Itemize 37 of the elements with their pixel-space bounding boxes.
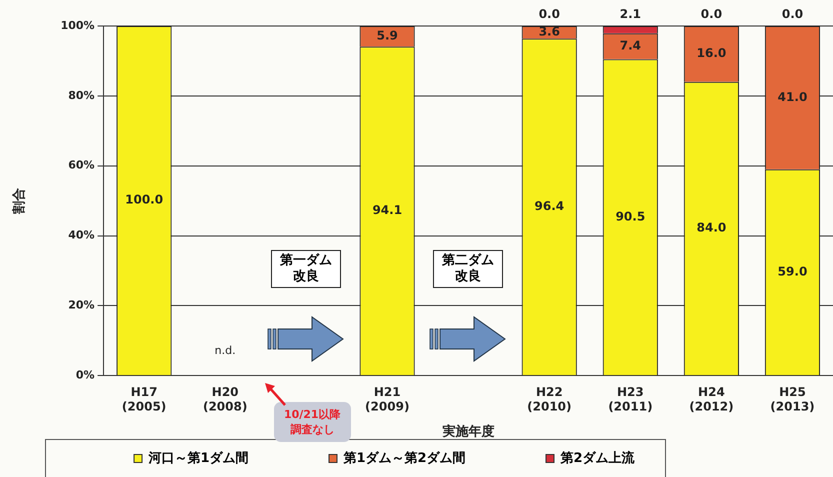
- data-label: 0.0: [782, 7, 804, 22]
- data-label: 7.4: [620, 38, 642, 52]
- legend-label: 河口～第1ダム間: [148, 450, 322, 466]
- data-label: 94.1: [372, 202, 402, 217]
- x-tick-label: H20 (2008): [202, 384, 248, 414]
- data-label: 59.0: [778, 264, 808, 278]
- data-label: 2.1: [620, 7, 642, 22]
- annotation: 第二ダム改良: [433, 250, 504, 288]
- x-tick-label: H25 (2013): [770, 384, 815, 414]
- legend-label: 第2ダム上流: [560, 450, 707, 466]
- y-tick-label: 60%: [68, 158, 95, 172]
- x-tick-label: H17 (2005): [122, 384, 166, 414]
- data-label: 5.9: [376, 28, 398, 42]
- data-label: 100.0: [125, 192, 164, 207]
- x-tick-label: H21 (2009): [365, 384, 410, 414]
- x-axis-title: 実施年度: [441, 424, 494, 440]
- y-tick-label: 100%: [60, 18, 95, 32]
- legend-label: 第1ダム～第2ダム間: [342, 450, 538, 466]
- data-label: 41.0: [778, 90, 808, 104]
- y-tick-label: 40%: [68, 228, 95, 242]
- y-tick-label: 20%: [68, 298, 95, 312]
- x-tick-label: H23 (2011): [608, 384, 653, 414]
- data-label: 0.0: [700, 7, 722, 22]
- y-tick-label: 0%: [76, 368, 95, 382]
- data-label: 84.0: [696, 220, 726, 235]
- y-tick-label: 80%: [68, 88, 95, 102]
- data-label: 96.4: [534, 198, 564, 213]
- data-label: 16.0: [696, 46, 726, 60]
- data-label: 0.0: [538, 7, 560, 22]
- y-axis-title: 割合: [11, 188, 28, 215]
- data-label: 90.5: [616, 209, 646, 224]
- annotation: 第一ダム改良: [271, 250, 342, 288]
- annotation: n.d.: [214, 344, 236, 357]
- text: 10/21以降調査なし: [274, 402, 351, 442]
- data-label: 3.6: [538, 24, 560, 38]
- x-tick-label: H22 (2010): [527, 384, 572, 414]
- x-tick-label: H24 (2012): [689, 384, 734, 414]
